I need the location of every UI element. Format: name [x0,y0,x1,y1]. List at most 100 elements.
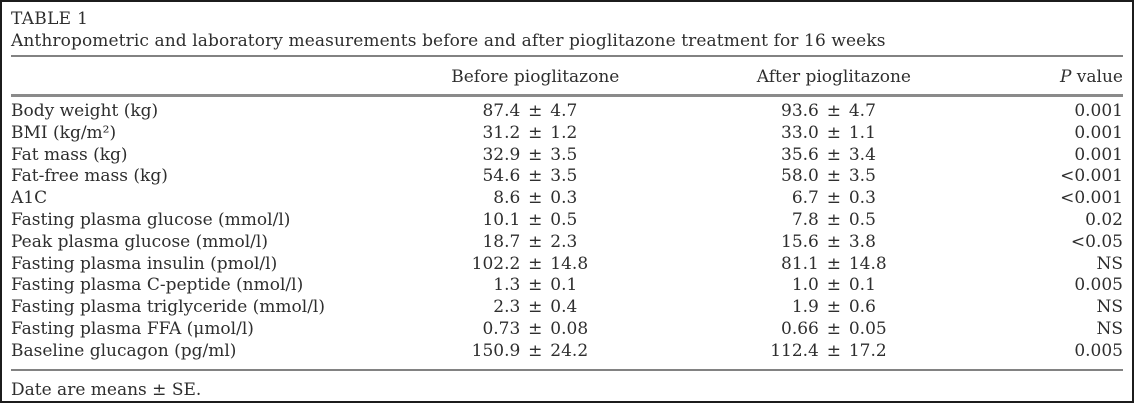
measurement-label: Fat-free mass (kg) [11,166,168,187]
before-value: 31.2 ±1.2 [392,123,678,145]
before-mean: 18.7 [482,231,521,252]
plus-minus-sign: ± [528,253,543,274]
table-row: Body weight (kg) 87.4 ±4.7 93.6 ±4.7 0.001 [11,96,1123,123]
after-value: 81.1 ±14.8 [678,254,989,276]
after-se: 3.8 [848,231,876,252]
before-mean: 8.6 [493,188,521,209]
plus-minus-sign: ± [826,297,841,318]
before-mean: 150.9 [471,340,521,361]
after-mean: 93.6 [781,101,819,121]
p-value-rest: value [1071,67,1123,87]
p-value: 0.005 [1074,275,1123,296]
p-value: NS [1096,297,1123,318]
plus-minus-sign: ± [826,122,841,143]
p-value: 0.001 [1074,101,1123,121]
caption-rule [11,55,1123,57]
before-se: 1.2 [550,122,578,143]
before-mean: 54.6 [482,166,521,187]
plus-minus-sign: ± [826,275,841,296]
plus-minus-sign: ± [528,188,543,209]
before-se: 14.8 [550,253,589,274]
table-row: Baseline glucagon (pg/ml) 150.9 ±24.2 112… [11,341,1123,363]
after-se: 4.7 [848,101,876,121]
before-se: 24.2 [550,340,589,361]
before-se: 4.7 [550,101,578,121]
after-se: 17.2 [848,340,887,361]
after-mean: 6.7 [791,188,819,209]
p-value: <0.001 [1060,166,1123,187]
before-se: 3.5 [550,144,578,165]
before-mean: 32.9 [482,144,521,165]
measurement-label: Fasting plasma insulin (pmol/l) [11,253,278,274]
before-mean: 2.3 [493,297,521,318]
after-mean: 15.6 [781,231,819,252]
column-header-p-value: P value [989,57,1123,97]
table-caption: Anthropometric and laboratory measuremen… [11,31,886,51]
p-value-italic-p: P [1059,67,1072,87]
before-mean: 10.1 [482,209,521,230]
plus-minus-sign: ± [528,340,543,361]
before-mean: 0.73 [482,318,521,339]
before-value: 54.6 ±3.5 [392,166,678,188]
before-value: 32.9 ±3.5 [392,145,678,167]
measurement-label: Peak plasma glucose (mmol/l) [11,231,268,252]
after-se: 0.6 [848,297,876,318]
after-se: 0.3 [848,188,876,209]
before-mean: 1.3 [493,275,521,296]
measurement-label: Fasting plasma FFA (μmol/l) [11,318,254,339]
after-se: 3.5 [848,166,876,187]
after-value: 35.6 ±3.4 [678,145,989,167]
column-header-after: After pioglitazone [678,57,990,97]
p-value: 0.005 [1074,340,1123,361]
p-value: 0.001 [1074,122,1123,143]
measurement-label: Baseline glucagon (pg/ml) [11,340,237,361]
before-value: 0.73 ±0.08 [392,319,678,341]
after-mean: 1.0 [791,275,819,296]
p-value: <0.001 [1060,188,1123,209]
before-value: 150.9 ±24.2 [392,341,678,363]
before-value: 87.4 ±4.7 [392,96,678,123]
after-mean: 58.0 [781,166,819,187]
table-footnote: Date are means ± SE. [11,368,1123,401]
after-mean: 33.0 [781,122,819,143]
after-value: 6.7 ±0.3 [678,188,989,210]
measurement-label: Fasting plasma glucose (mmol/l) [11,209,291,230]
after-value: 7.8 ±0.5 [678,210,989,232]
column-header-measurement [11,57,393,97]
p-value: 0.001 [1074,144,1123,165]
after-value: 112.4 ±17.2 [678,341,989,363]
plus-minus-sign: ± [826,144,841,165]
table-row: Fat mass (kg) 32.9 ±3.5 35.6 ±3.4 0.001 [11,145,1123,167]
plus-minus-sign: ± [528,231,543,252]
p-value: <0.05 [1070,231,1123,252]
plus-minus-sign: ± [528,209,543,230]
after-se: 0.5 [848,209,876,230]
plus-minus-sign: ± [528,297,543,318]
table-row: Fasting plasma triglyceride (mmol/l) 2.3… [11,297,1123,319]
plus-minus-sign: ± [826,101,841,121]
plus-minus-sign: ± [826,318,841,339]
table-row: Fasting plasma insulin (pmol/l) 102.2 ±14… [11,254,1123,276]
before-value: 18.7 ±2.3 [392,232,678,254]
measurement-label: Fasting plasma triglyceride (mmol/l) [11,297,325,318]
measurement-label: A1C [11,188,48,209]
table-header: Before pioglitazone After pioglitazone P… [11,57,1123,97]
table-row: Fat-free mass (kg) 54.6 ±3.5 58.0 ±3.5 <0.… [11,166,1123,188]
before-mean: 102.2 [471,253,521,274]
before-mean: 31.2 [482,122,521,143]
after-value: 0.66 ±0.05 [678,319,989,341]
after-value: 1.9 ±0.6 [678,297,989,319]
table-row: Fasting plasma C-peptide (nmol/l) 1.3 ±0.… [11,275,1123,297]
plus-minus-sign: ± [528,318,543,339]
plus-minus-sign: ± [528,144,543,165]
measurement-label: Body weight (kg) [11,101,159,121]
table-row: Peak plasma glucose (mmol/l) 18.7 ±2.3 15… [11,232,1123,254]
after-value: 33.0 ±1.1 [678,123,989,145]
before-value: 2.3 ±0.4 [392,297,678,319]
plus-minus-sign: ± [826,253,841,274]
before-se: 0.08 [550,318,589,339]
p-value: NS [1096,253,1123,274]
after-se: 1.1 [848,122,876,143]
before-se: 0.3 [550,188,578,209]
